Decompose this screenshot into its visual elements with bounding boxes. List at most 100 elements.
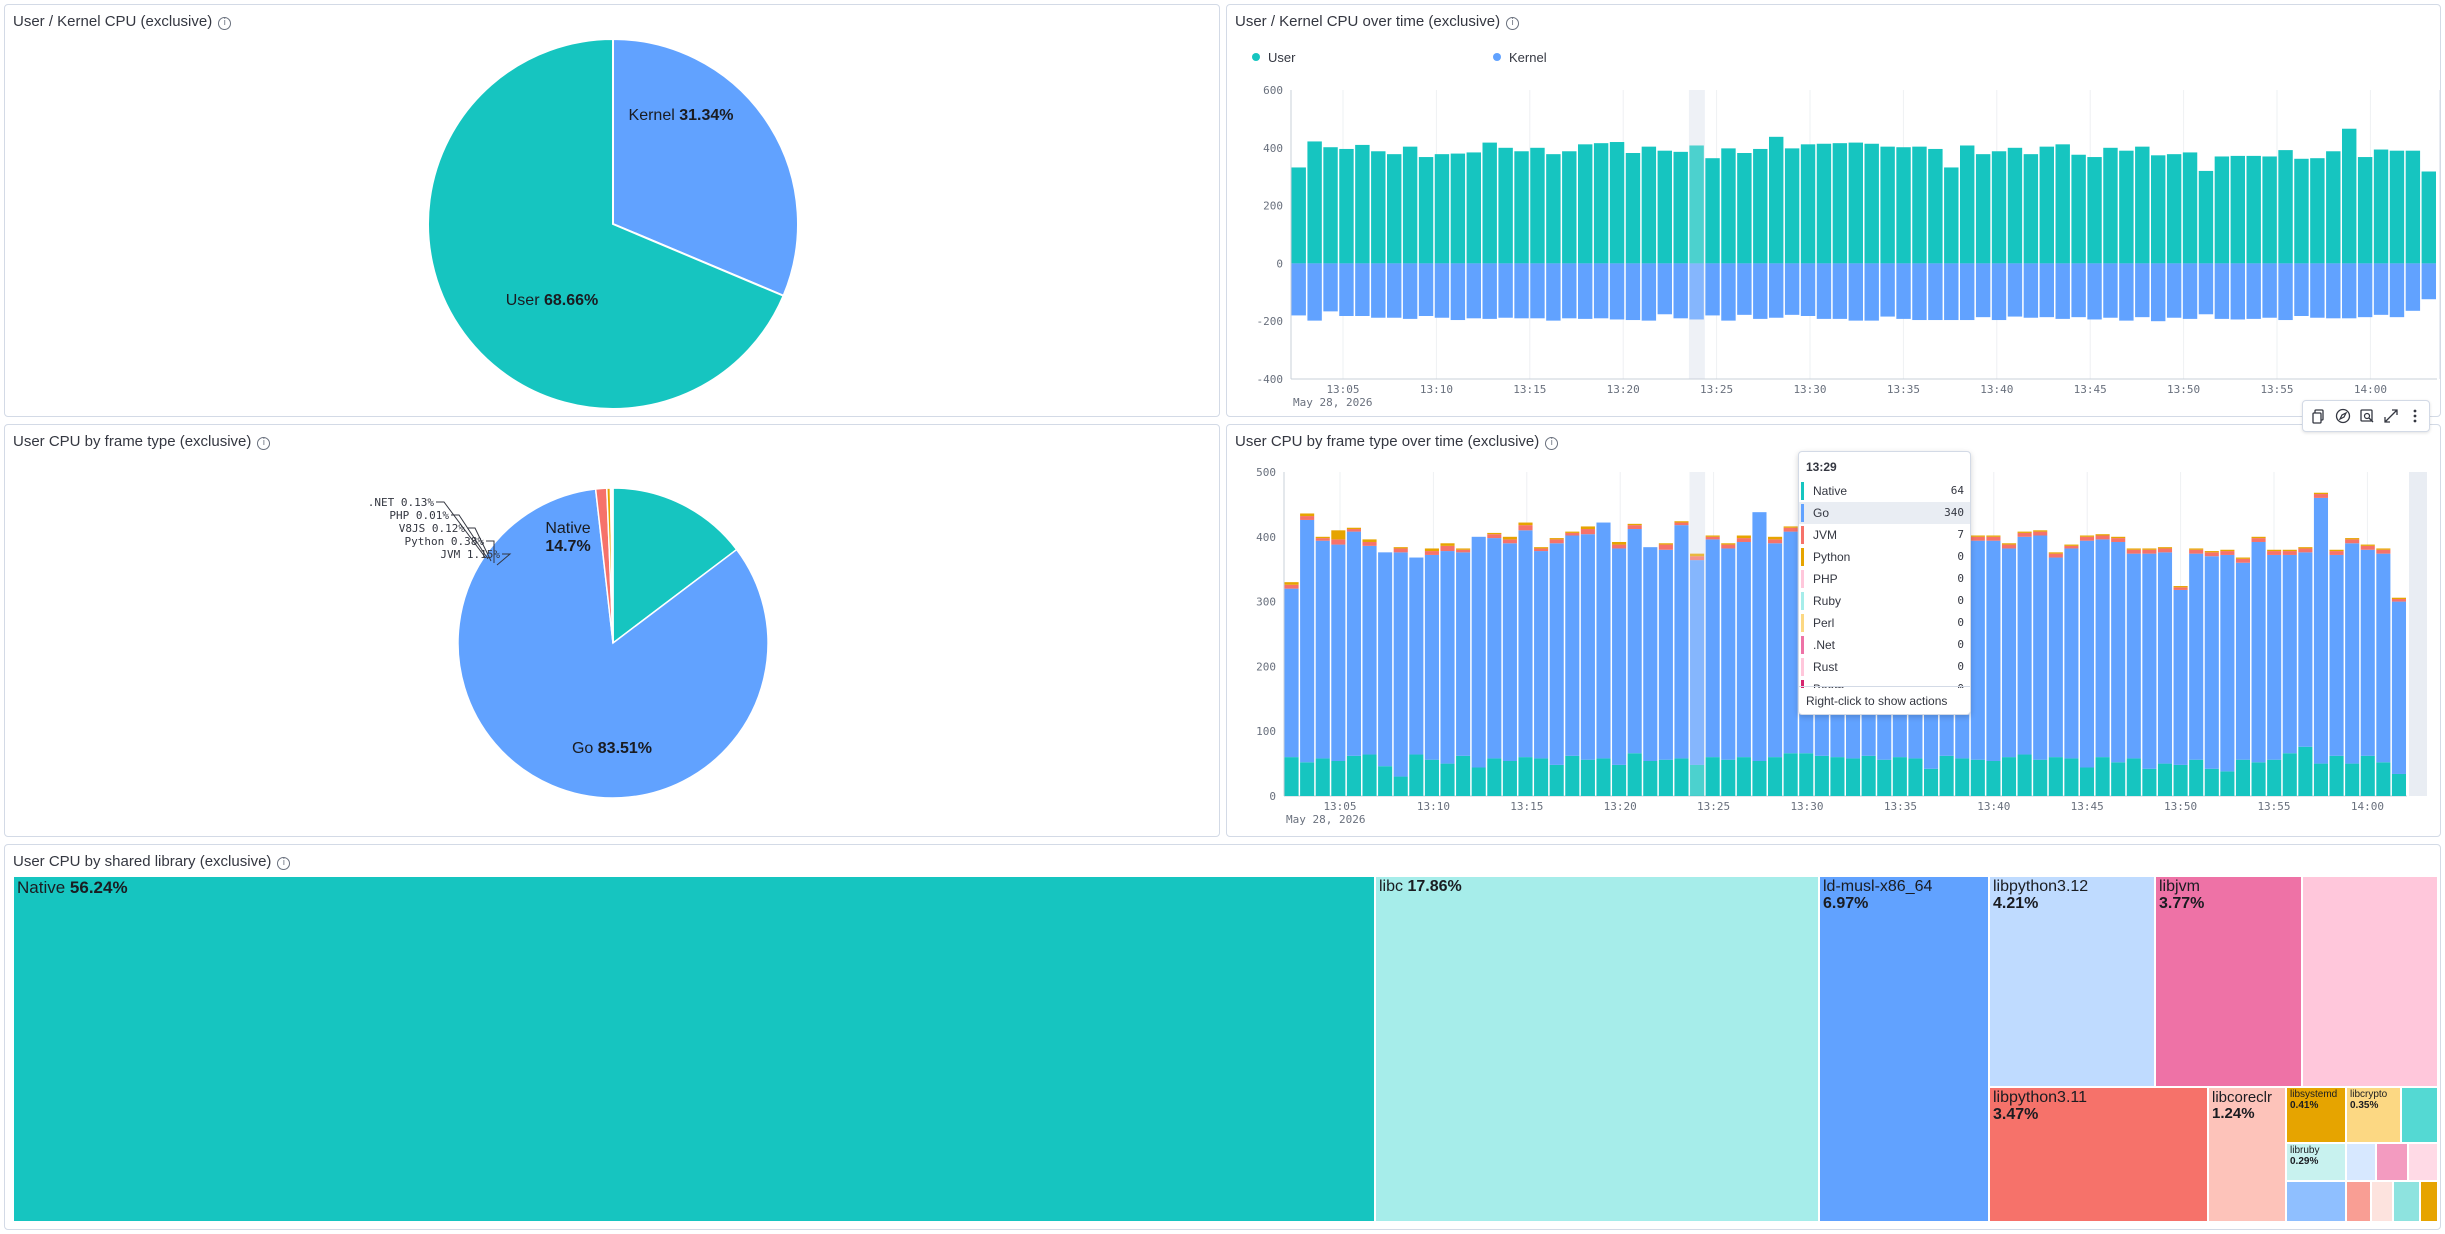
bar-user	[2389, 150, 2405, 264]
bar-jvm	[2048, 553, 2063, 558]
bar-jvm	[1346, 529, 1361, 532]
bar-kernel	[1355, 263, 1370, 316]
bar-go	[1440, 551, 1455, 764]
bar-python	[1331, 530, 1346, 540]
bar-user	[1434, 154, 1450, 264]
bar-kernel	[2405, 263, 2421, 311]
bar-kernel	[2230, 263, 2245, 320]
treemap-cell[interactable]	[2347, 1182, 2372, 1223]
bar-native	[1393, 776, 1408, 796]
bar-kernel	[2023, 263, 2039, 318]
treemap-cell[interactable]: libc 17.86%	[1376, 877, 1820, 1223]
treemap-cell[interactable]	[2402, 1088, 2439, 1144]
bar-kernel	[1880, 263, 1895, 317]
treemap-cell[interactable]: ld-musl-x86_64 6.97%	[1820, 877, 1990, 1223]
treemap-cell[interactable]	[2303, 877, 2439, 1088]
info-icon[interactable]: i	[218, 17, 232, 30]
bar-native	[1768, 757, 1783, 796]
bar-native	[1284, 757, 1299, 796]
bar-go	[2251, 541, 2266, 763]
tooltip-series-name: Beam	[1813, 682, 1844, 688]
panel-actions-toolbar	[2302, 400, 2430, 432]
y-tick-label: 200	[1256, 660, 1276, 673]
legend-item-user[interactable]: User	[1252, 50, 1295, 65]
tooltip-row: PHP 0	[1799, 568, 1970, 590]
shared-library-treemap[interactable]: Native 56.24% libc 17.86% ld-musl-x86_64 6.…	[14, 877, 2439, 1223]
bar-user	[1673, 151, 1688, 264]
tooltip-swatch	[1801, 570, 1804, 588]
treemap-cell[interactable]: libpython3.11 3.47%	[1990, 1088, 2209, 1223]
bar-kernel	[1387, 263, 1402, 318]
bar-kernel	[2389, 263, 2405, 318]
bar-user	[2342, 128, 2357, 264]
bar-python	[2267, 549, 2282, 552]
treemap-cell[interactable]	[2372, 1182, 2394, 1223]
callout-name: Python	[405, 535, 451, 548]
tooltip-footer: Right-click to show actions	[1799, 686, 1970, 714]
bar-python	[1393, 547, 1408, 549]
info-icon[interactable]: i	[1506, 17, 1520, 30]
bar-native	[1643, 761, 1658, 796]
callout-value: 0.12%	[432, 522, 465, 535]
treemap-cell[interactable]: libruby 0.29%	[2287, 1144, 2347, 1182]
bar-user	[1800, 144, 1816, 264]
bar-user	[2278, 150, 2293, 264]
treemap-cell[interactable]	[2287, 1182, 2347, 1223]
bar-go	[2048, 557, 2063, 758]
bar-native	[1612, 764, 1627, 796]
bar-jvm	[2079, 536, 2095, 541]
treemap-cell[interactable]	[2394, 1182, 2421, 1223]
compass-icon[interactable]	[2334, 407, 2352, 425]
bar-native	[1721, 759, 1736, 796]
treemap-cell[interactable]: libsystemd 0.41%	[2287, 1088, 2347, 1144]
bar-jvm	[1362, 541, 1377, 546]
bar-user	[2230, 155, 2245, 264]
bar-native	[1565, 755, 1580, 796]
info-icon[interactable]: i	[1545, 437, 1559, 450]
bar-go	[1487, 538, 1502, 759]
treemap-cell[interactable]: libjvm 3.77%	[2156, 877, 2303, 1088]
bar-native	[1908, 758, 1923, 796]
info-icon[interactable]: i	[277, 857, 291, 870]
bar-go	[1378, 552, 1393, 767]
legend-item-kernel[interactable]: Kernel	[1493, 50, 1547, 65]
treemap-cell[interactable]: libpython3.12 4.21%	[1990, 877, 2156, 1088]
bar-kernel	[1896, 263, 1911, 319]
treemap-cell[interactable]: libcoreclr 1.24%	[2209, 1088, 2287, 1223]
bar-go	[2001, 548, 2017, 758]
inspect-icon[interactable]	[2358, 407, 2376, 425]
panel-title: User CPU by frame type over time (exclus…	[1235, 433, 1559, 450]
info-icon[interactable]: i	[257, 437, 271, 450]
tooltip-row: Beam 0	[1799, 678, 1970, 688]
bar-user	[1593, 143, 1609, 264]
treemap-cell[interactable]: libcrypto 0.35%	[2347, 1088, 2402, 1144]
treemap-cell-name: libpython3.12	[1993, 878, 2089, 895]
bar-go	[1986, 540, 2001, 762]
bar-go	[1970, 540, 1985, 760]
bar-go	[2345, 543, 2360, 764]
treemap-cell[interactable]	[2421, 1182, 2439, 1223]
treemap-cell[interactable]	[2347, 1144, 2377, 1182]
bar-python	[1580, 526, 1595, 530]
treemap-cell[interactable]: Native 56.24%	[14, 877, 1376, 1223]
copy-icon[interactable]	[2310, 407, 2328, 425]
callout-line	[467, 527, 492, 562]
bar-go	[2376, 553, 2391, 763]
user-kernel-bar-chart[interactable]: 13:05 13:10 13:15 13:20 13:25 13:30 13:35 13:40…	[1227, 5, 2441, 417]
more-options-icon[interactable]	[2406, 407, 2424, 425]
treemap-cell[interactable]	[2377, 1144, 2409, 1182]
expand-icon[interactable]	[2382, 407, 2400, 425]
bar-user	[2055, 144, 2070, 264]
y-tick-label: 600	[1263, 84, 1283, 97]
bar-user	[1864, 143, 1879, 264]
treemap-cell[interactable]	[2409, 1144, 2439, 1182]
bar-native	[1627, 753, 1642, 796]
bar-python	[1549, 538, 1564, 540]
treemap-cell-label: libjvm 3.77%	[2159, 878, 2204, 913]
bar-native	[1970, 759, 1985, 796]
bar-native	[2313, 763, 2329, 796]
bar-go	[1768, 543, 1783, 758]
callout-label: JVM 1.15%	[440, 548, 500, 561]
slice-value: 31.34%	[679, 107, 733, 124]
bar-user	[1482, 142, 1497, 264]
